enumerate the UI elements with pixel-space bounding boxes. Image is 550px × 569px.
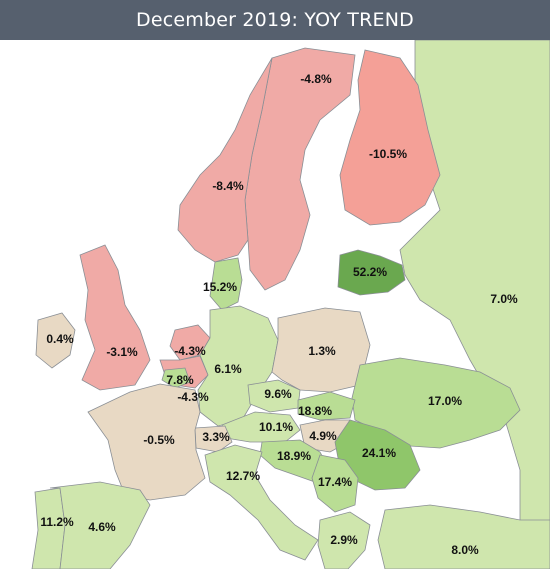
label-austria: 10.1% — [259, 420, 293, 434]
label-greece: 2.9% — [330, 533, 358, 547]
label-turkey: 8.0% — [451, 543, 479, 557]
label-portugal: 11.2% — [40, 515, 74, 529]
country-turkey[interactable] — [377, 504, 550, 569]
country-latvia[interactable] — [337, 249, 406, 296]
label-denmark: 15.2% — [203, 280, 237, 294]
label-poland: 1.3% — [308, 344, 336, 358]
country-luxembourg[interactable] — [161, 367, 191, 389]
country-value-labels: -4.8% -10.5% -8.4% 52.2% 15.2% 7.0% 0.4%… — [40, 72, 518, 557]
country-greece[interactable] — [317, 511, 371, 569]
country-ukraine[interactable] — [351, 357, 521, 449]
label-latvia: 52.2% — [353, 265, 387, 279]
label-slovakia: 18.8% — [298, 404, 332, 418]
country-slovakia[interactable] — [297, 391, 356, 421]
europe-map: -4.8% -10.5% -8.4% 52.2% 15.2% 7.0% 0.4%… — [0, 40, 550, 569]
label-norway: -8.4% — [212, 179, 244, 193]
label-hungary: 4.9% — [309, 429, 337, 443]
label-uk: -3.1% — [106, 345, 138, 359]
label-luxembourg: 7.8% — [166, 373, 194, 387]
country-uk[interactable] — [79, 244, 151, 391]
label-switzerland: 3.3% — [202, 430, 230, 444]
country-ireland[interactable] — [35, 312, 76, 369]
label-germany: 6.1% — [214, 362, 242, 376]
label-czechia: 9.6% — [264, 387, 292, 401]
label-finland: -10.5% — [369, 147, 407, 161]
map-title-bar: December 2019: YOY TREND — [0, 0, 550, 40]
map-title: December 2019: YOY TREND — [136, 9, 414, 31]
country-romania[interactable] — [334, 419, 421, 491]
label-sweden: -4.8% — [300, 72, 332, 86]
country-serbia[interactable] — [311, 454, 359, 513]
label-spain: 4.6% — [88, 520, 116, 534]
label-netherlands: -4.3% — [174, 344, 206, 358]
label-belgium: -4.3% — [177, 390, 209, 404]
label-slovenia-croatia: 18.9% — [277, 449, 311, 463]
label-ukraine: 17.0% — [428, 394, 462, 408]
country-finland[interactable] — [339, 49, 441, 226]
label-romania: 24.1% — [362, 446, 396, 460]
country-france[interactable] — [87, 383, 206, 501]
label-serbia: 17.4% — [318, 475, 352, 489]
label-ireland: 0.4% — [46, 332, 74, 346]
label-france: -0.5% — [143, 433, 175, 447]
label-russia: 7.0% — [490, 292, 518, 306]
country-norway[interactable] — [177, 57, 273, 263]
label-italy: 12.7% — [226, 469, 260, 483]
country-spain[interactable] — [49, 481, 151, 569]
country-denmark[interactable] — [209, 257, 243, 311]
